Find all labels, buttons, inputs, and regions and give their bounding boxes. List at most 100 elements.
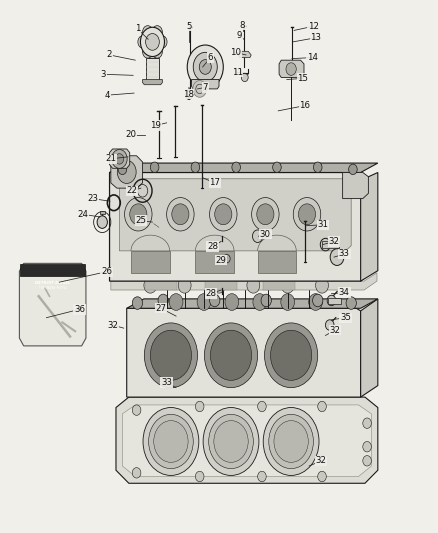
Text: 20: 20 <box>126 131 137 139</box>
Polygon shape <box>343 173 368 199</box>
Circle shape <box>141 27 165 56</box>
Circle shape <box>132 297 143 309</box>
Circle shape <box>158 294 168 306</box>
Circle shape <box>196 84 204 94</box>
Circle shape <box>187 45 223 89</box>
Circle shape <box>148 414 193 469</box>
Polygon shape <box>328 298 341 304</box>
Circle shape <box>197 294 211 310</box>
Circle shape <box>225 294 239 310</box>
Circle shape <box>199 60 211 74</box>
Text: 9: 9 <box>237 31 242 40</box>
Circle shape <box>132 467 141 478</box>
Circle shape <box>269 414 314 469</box>
Circle shape <box>145 34 159 50</box>
Circle shape <box>263 408 319 475</box>
Circle shape <box>253 294 267 310</box>
Text: 17: 17 <box>209 179 220 188</box>
Circle shape <box>154 421 188 462</box>
Text: 3: 3 <box>100 70 106 79</box>
Polygon shape <box>360 173 378 281</box>
Circle shape <box>152 46 162 58</box>
Circle shape <box>309 294 322 310</box>
Circle shape <box>258 471 266 482</box>
Circle shape <box>281 294 294 310</box>
Circle shape <box>143 26 153 38</box>
Text: 33: 33 <box>339 249 350 259</box>
Polygon shape <box>19 263 86 346</box>
Circle shape <box>115 154 124 164</box>
Polygon shape <box>149 53 155 58</box>
Polygon shape <box>146 58 159 79</box>
Text: 19: 19 <box>150 121 161 130</box>
Polygon shape <box>110 173 369 281</box>
Polygon shape <box>143 79 162 85</box>
Circle shape <box>363 418 371 429</box>
Text: 4: 4 <box>105 91 110 100</box>
Text: 25: 25 <box>135 216 146 225</box>
Circle shape <box>208 414 253 469</box>
Polygon shape <box>120 179 351 251</box>
Polygon shape <box>123 405 371 477</box>
Text: 32: 32 <box>329 326 340 335</box>
Text: 24: 24 <box>77 210 88 219</box>
Circle shape <box>178 278 191 293</box>
Polygon shape <box>263 281 295 290</box>
Circle shape <box>144 323 198 387</box>
Circle shape <box>172 204 189 225</box>
Circle shape <box>349 164 357 175</box>
Text: 28: 28 <box>207 242 218 251</box>
Text: 26: 26 <box>101 267 112 276</box>
Circle shape <box>257 204 274 225</box>
Circle shape <box>232 162 240 173</box>
Text: 1: 1 <box>135 25 140 34</box>
Text: 23: 23 <box>87 194 98 203</box>
Circle shape <box>191 162 200 173</box>
Text: 15: 15 <box>297 74 308 83</box>
Polygon shape <box>127 308 360 397</box>
Circle shape <box>205 323 258 387</box>
Circle shape <box>320 238 331 251</box>
Circle shape <box>318 471 326 482</box>
Circle shape <box>209 294 220 306</box>
Circle shape <box>152 26 162 38</box>
Circle shape <box>186 91 192 99</box>
Polygon shape <box>116 397 378 483</box>
Text: DETROIT DIESEL: DETROIT DIESEL <box>35 281 71 285</box>
Text: 7: 7 <box>202 83 208 92</box>
Circle shape <box>272 162 281 173</box>
Circle shape <box>363 456 371 466</box>
Circle shape <box>215 204 232 225</box>
Text: 21: 21 <box>105 155 117 164</box>
Text: 35: 35 <box>340 313 351 322</box>
Circle shape <box>363 441 371 452</box>
Circle shape <box>143 408 199 475</box>
Circle shape <box>327 295 336 306</box>
Circle shape <box>288 62 296 72</box>
Polygon shape <box>127 299 378 308</box>
Circle shape <box>346 297 357 309</box>
Polygon shape <box>110 149 130 168</box>
Circle shape <box>325 320 334 330</box>
Text: 36: 36 <box>74 305 85 314</box>
Polygon shape <box>191 79 219 89</box>
Text: 32: 32 <box>316 456 327 465</box>
Circle shape <box>330 249 344 265</box>
Circle shape <box>265 323 318 387</box>
Text: 16: 16 <box>299 101 311 110</box>
Circle shape <box>251 198 279 231</box>
Circle shape <box>313 294 323 306</box>
Polygon shape <box>100 211 105 214</box>
Text: 33: 33 <box>161 378 172 387</box>
Circle shape <box>195 471 204 482</box>
Circle shape <box>241 73 248 82</box>
Circle shape <box>130 204 147 225</box>
Circle shape <box>209 198 237 231</box>
Polygon shape <box>238 51 251 58</box>
Text: 22: 22 <box>127 186 138 195</box>
Circle shape <box>212 278 226 293</box>
Circle shape <box>195 401 204 411</box>
Circle shape <box>150 330 191 381</box>
Circle shape <box>298 204 315 225</box>
Circle shape <box>150 162 159 173</box>
